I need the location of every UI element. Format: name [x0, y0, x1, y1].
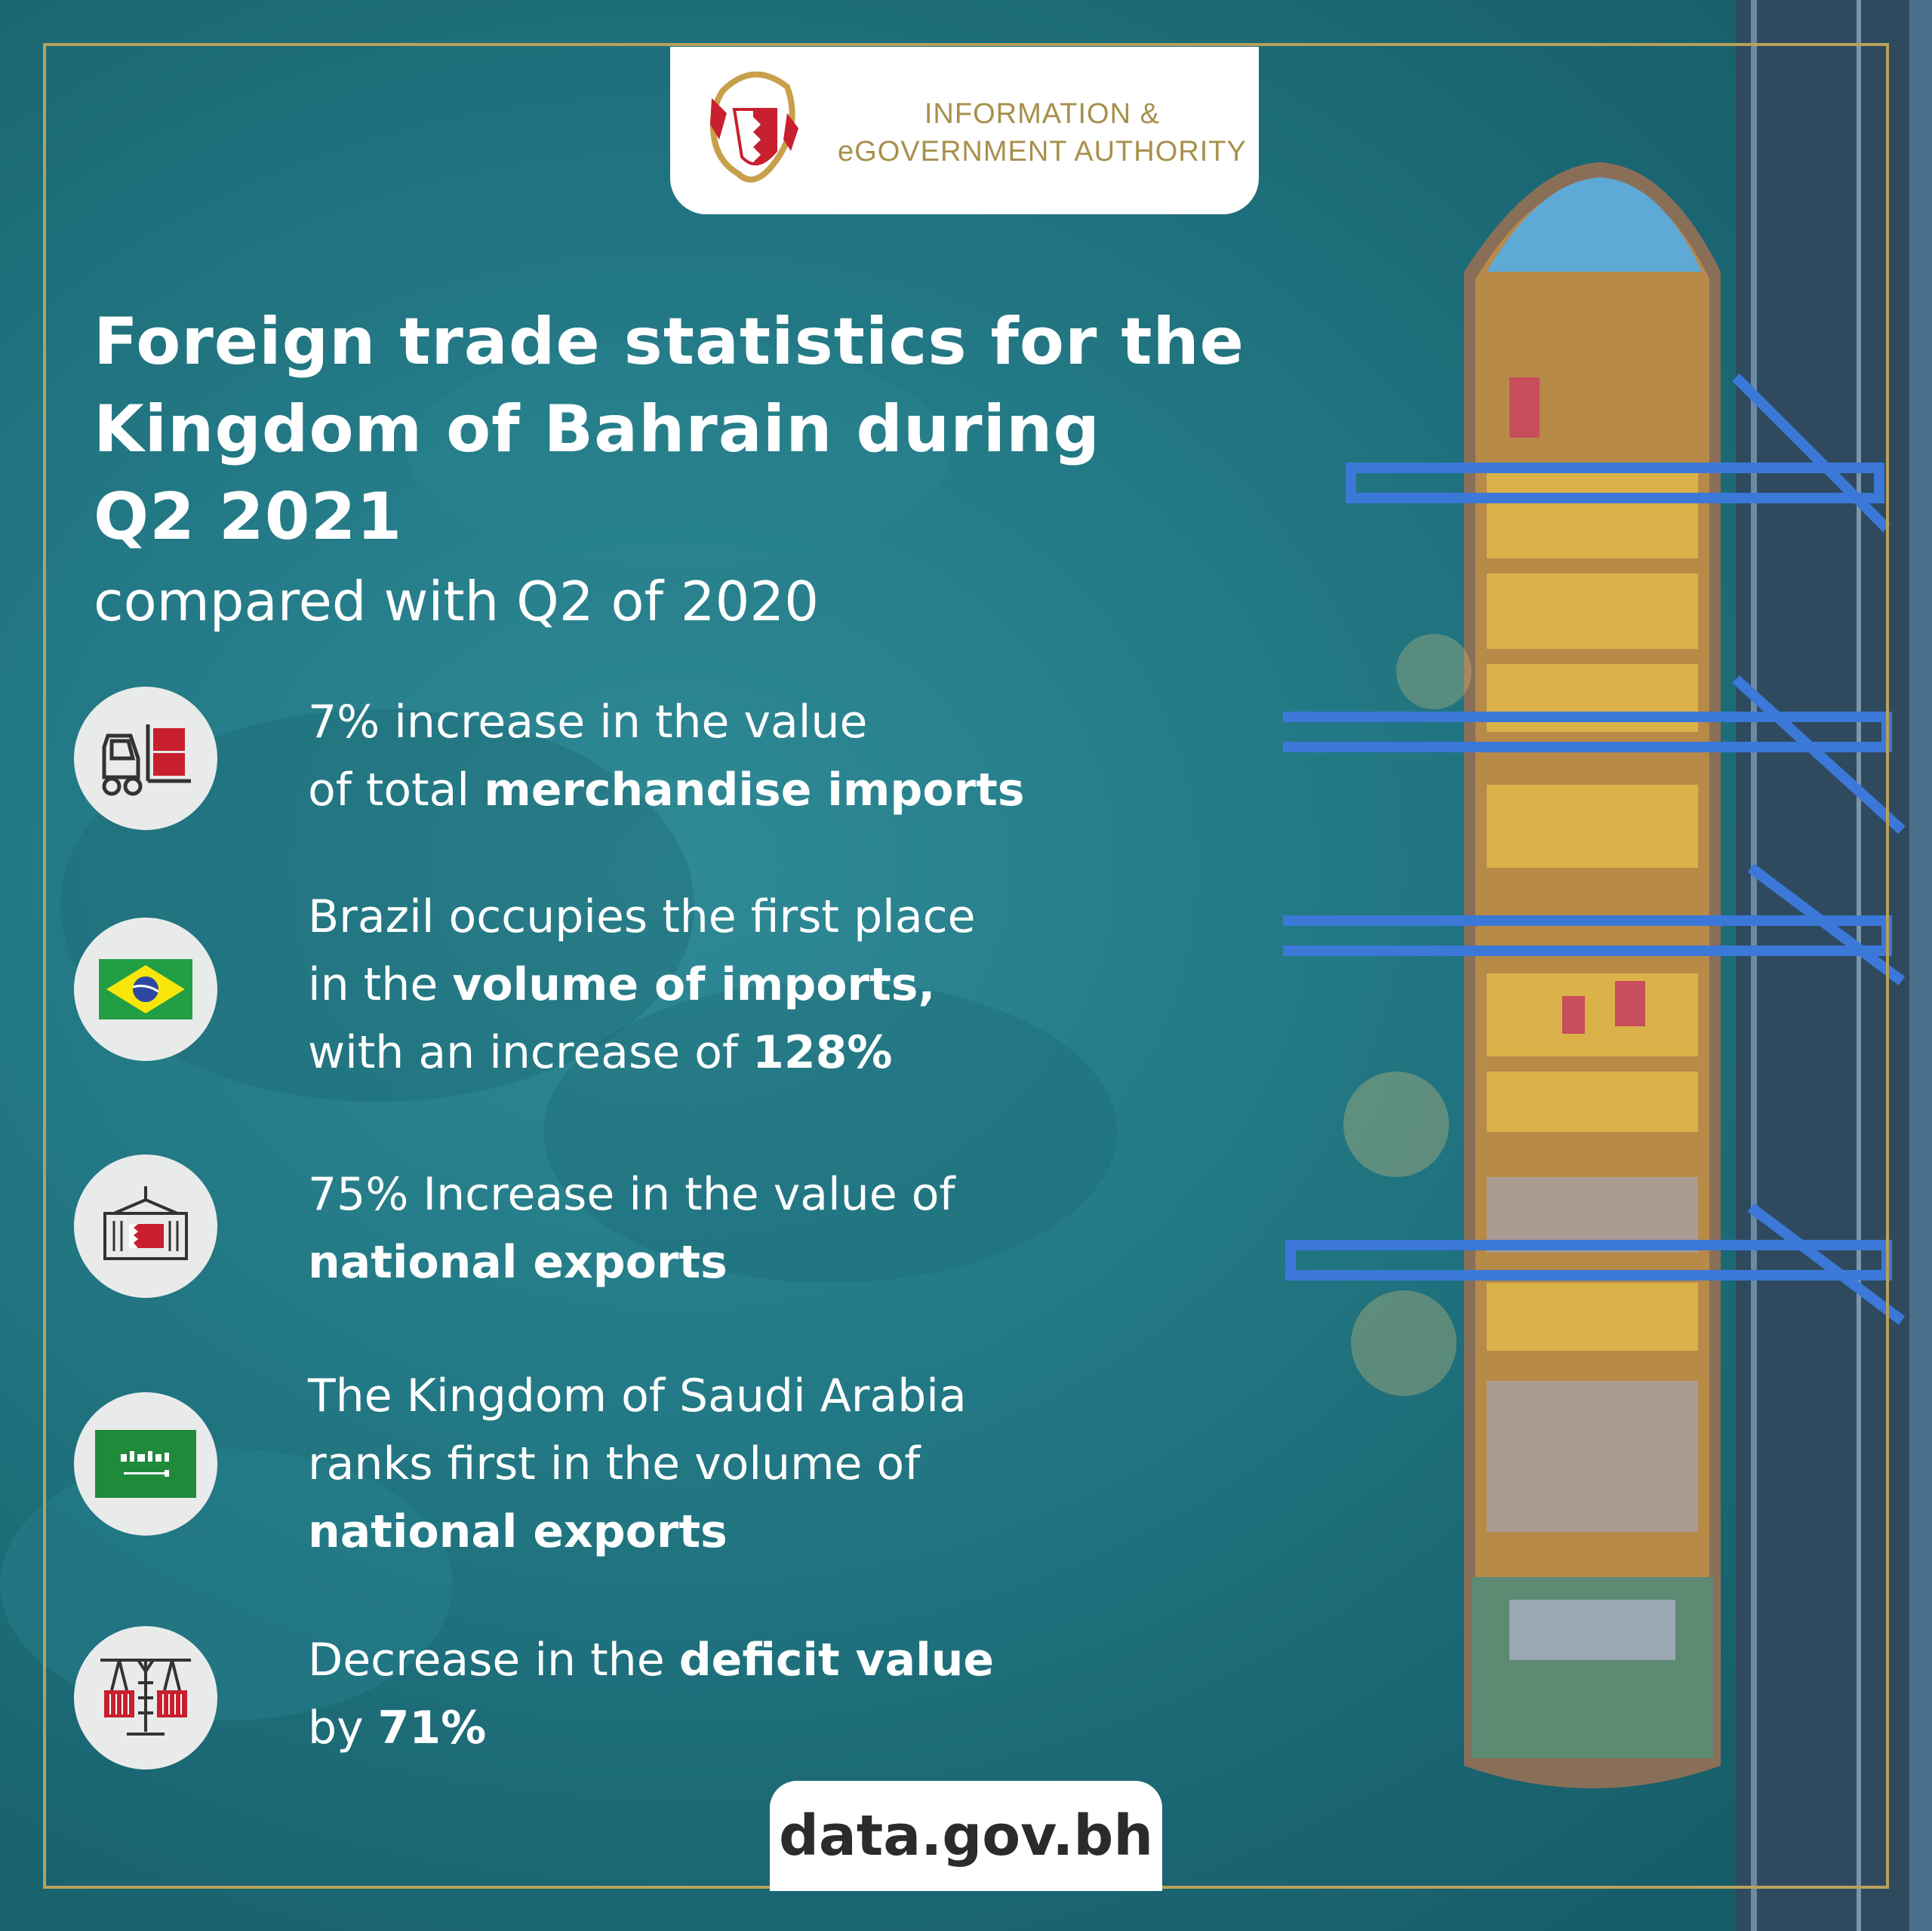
stat-text-bold: volume of imports,: [452, 958, 936, 1011]
saudi-flag-icon: [95, 1430, 196, 1498]
stat-line: ranks first in the volume of: [308, 1430, 967, 1498]
title-line1: Foreign trade statistics for the: [94, 304, 1244, 380]
stat-text-bold: 128%: [752, 1026, 893, 1079]
organization-name-line2: eGOVERNMENT AUTHORITY: [838, 136, 1247, 168]
stat-line: of total merchandise imports: [308, 756, 1025, 824]
stat-text: 75% Increase in the value of national ex…: [308, 1161, 955, 1296]
stat-text-segment: ranks first in the volume of: [308, 1437, 921, 1490]
stat-line: The Kingdom of Saudi Arabia: [308, 1362, 967, 1430]
stat-text-bold: 71%: [377, 1702, 487, 1754]
stat-line: national exports: [308, 1498, 967, 1566]
stat-text-segment: 75% Increase in the value of: [308, 1168, 955, 1221]
stat-line: 75% Increase in the value of: [308, 1161, 955, 1228]
stat-text-bold: national exports: [308, 1505, 728, 1558]
stat-text-bold: deficit value: [678, 1634, 995, 1687]
stat-text-segment: with an increase of: [308, 1026, 753, 1079]
container-bahrain-flag-icon: [103, 1186, 188, 1260]
crane-balance-icon: [100, 1659, 191, 1736]
page-title: Foreign trade statistics for the Kingdom…: [94, 298, 1244, 561]
stat-text-segment: by: [308, 1702, 378, 1754]
title-line3: Q2 2021: [94, 479, 403, 555]
stat-line: Brazil occupies the first place: [308, 883, 976, 951]
organization-name-line1: INFORMATION &: [924, 98, 1160, 130]
stat-line: Decrease in the deficit value: [308, 1626, 994, 1694]
stat-icon-circle: [74, 1155, 217, 1298]
website-url[interactable]: data.gov.bh: [778, 1803, 1154, 1868]
title-line2: Kingdom of Bahrain during: [94, 392, 1100, 467]
stat-line: in the volume of imports,: [308, 951, 976, 1019]
stat-text: The Kingdom of Saudi Arabia ranks first …: [308, 1362, 967, 1566]
stat-text-bold: national exports: [308, 1236, 728, 1289]
website-link[interactable]: data.gov.bh: [770, 1781, 1162, 1891]
stat-line: with an increase of 128%: [308, 1019, 976, 1087]
stat-text-bold: merchandise imports: [484, 764, 1025, 816]
stat-text-segment: of total: [308, 764, 485, 816]
forklift-icon: [102, 724, 191, 796]
stat-line: national exports: [308, 1228, 955, 1296]
stat-text-segment: in the: [308, 958, 453, 1011]
stat-text-segment: Decrease in the: [308, 1634, 679, 1687]
stat-text: Decrease in the deficit value by 71%: [308, 1626, 994, 1762]
brazil-flag-icon: [99, 959, 192, 1019]
stat-icon-circle: [74, 687, 217, 830]
stat-text: 7% increase in the value of total mercha…: [308, 688, 1025, 824]
stat-line: by 71%: [308, 1694, 994, 1762]
stat-text-segment: The Kingdom of Saudi Arabia: [308, 1370, 967, 1422]
organization-logo-box: INFORMATION & eGOVERNMENT AUTHORITY: [670, 47, 1259, 214]
page-subtitle: compared with Q2 of 2020: [94, 570, 820, 633]
stat-icon-circle: [74, 1626, 217, 1770]
bahrain-emblem-icon: [709, 71, 798, 183]
stat-text: Brazil occupies the first place in the v…: [308, 883, 976, 1087]
cargo-ship-photo: [1283, 0, 1932, 1931]
stat-line: 7% increase in the value: [308, 688, 1025, 756]
stat-text-segment: 7% increase in the value: [308, 696, 868, 749]
stat-icon-circle: [74, 1392, 217, 1536]
organization-name: INFORMATION & eGOVERNMENT AUTHORITY: [838, 95, 1247, 171]
stat-text-segment: Brazil occupies the first place: [308, 890, 976, 943]
stat-icon-circle: [74, 918, 217, 1061]
